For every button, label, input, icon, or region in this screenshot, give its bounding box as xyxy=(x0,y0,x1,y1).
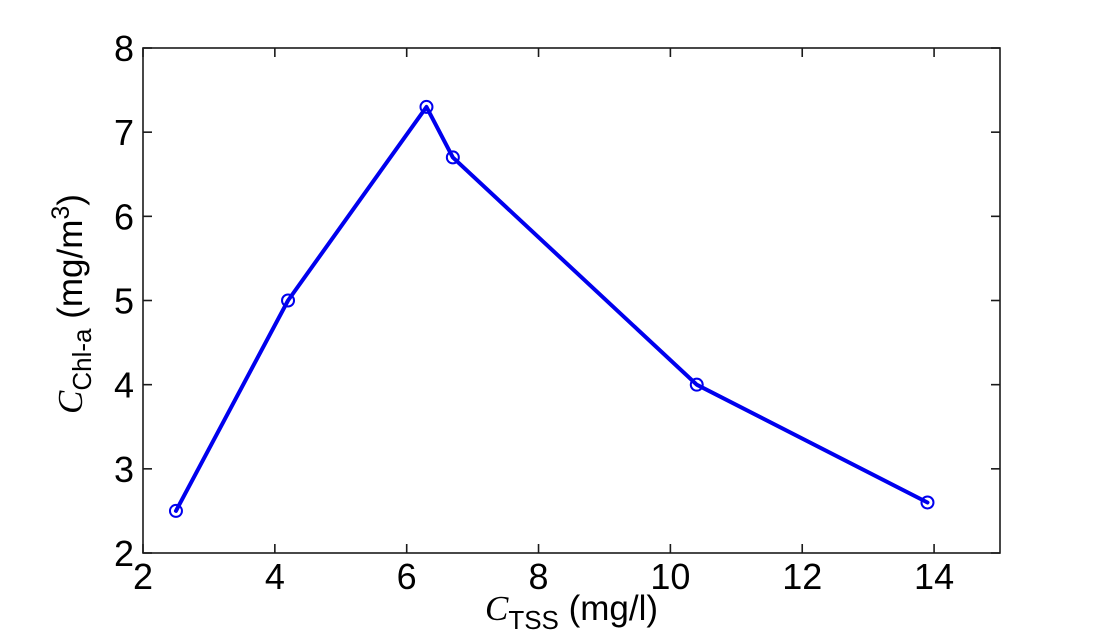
y-axis-unit-pre: (mg/m xyxy=(51,219,90,329)
x-tick-label: 8 xyxy=(529,556,549,597)
x-tick-label: 2 xyxy=(133,556,153,597)
y-tick-label: 4 xyxy=(114,365,134,406)
y-tick-label: 7 xyxy=(114,112,134,153)
data-point-marker xyxy=(445,150,460,165)
x-tick-label: 12 xyxy=(782,556,822,597)
x-axis-label: CTSS (mg/l) xyxy=(143,589,1000,636)
y-tick-label: 6 xyxy=(114,196,134,237)
data-point-marker xyxy=(689,377,704,392)
y-tick-label: 5 xyxy=(114,281,134,322)
y-axis-symbol: C xyxy=(51,390,90,414)
y-axis-unit-post: ) xyxy=(51,194,90,206)
y-tick-label: 3 xyxy=(114,449,134,490)
y-axis-subscript: Chl-a xyxy=(67,328,97,391)
x-tick-label: 6 xyxy=(397,556,417,597)
x-tick-label: 10 xyxy=(650,556,690,597)
plot-box xyxy=(142,47,1001,554)
x-axis-subscript: TSS xyxy=(508,605,559,635)
y-axis-superscript: 3 xyxy=(47,205,75,220)
x-axis-unit: (mg/l) xyxy=(558,589,659,628)
data-point-marker xyxy=(281,293,296,308)
y-axis-label: CChl-a (mg/m3) xyxy=(47,99,97,509)
data-point-marker xyxy=(168,503,183,518)
x-tick-label: 4 xyxy=(265,556,285,597)
data-line xyxy=(173,104,930,513)
y-tick-label: 8 xyxy=(114,28,134,69)
data-point-marker xyxy=(920,495,935,510)
x-tick-label: 14 xyxy=(914,556,954,597)
data-point-marker xyxy=(419,99,434,114)
x-axis-symbol: C xyxy=(484,589,509,628)
y-tick-label: 2 xyxy=(114,533,134,574)
